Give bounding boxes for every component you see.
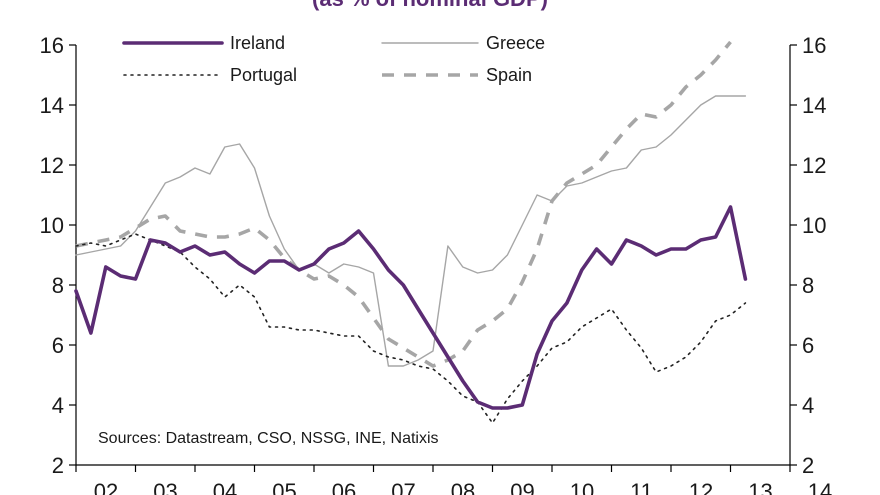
legend-label-greece: Greece <box>486 33 545 53</box>
y-tick-label-left: 10 <box>40 213 64 238</box>
x-tick-label: 02 <box>94 479 118 495</box>
x-tick-label: 09 <box>510 479 534 495</box>
x-tick-label: 04 <box>213 479 237 495</box>
x-tick-label: 07 <box>391 479 415 495</box>
tick-marks <box>69 44 797 472</box>
x-tick-label: 12 <box>689 479 713 495</box>
y-tick-label-right: 8 <box>802 273 814 298</box>
series-line-greece <box>75 95 747 367</box>
x-tick-label: 10 <box>570 479 594 495</box>
y-tick-label-right: 12 <box>802 153 826 178</box>
y-tick-label-left: 14 <box>40 93 64 118</box>
x-tick-label: 06 <box>332 479 356 495</box>
x-tick-label: 08 <box>451 479 475 495</box>
y-tick-label-right: 10 <box>802 213 826 238</box>
y-tick-label-right: 2 <box>802 453 814 478</box>
x-tick-label: 05 <box>272 479 296 495</box>
x-tick-label: 11 <box>630 479 653 495</box>
x-tick-label: 13 <box>748 479 772 495</box>
legend: Ireland Greece Portugal Spain <box>122 33 545 85</box>
series-line-portugal <box>75 233 747 424</box>
legend-label-portugal: Portugal <box>230 65 297 85</box>
x-tick-labels: 02 03 04 05 06 07 08 09 10 11 12 13 14 <box>94 479 832 495</box>
y-tick-label-right: 16 <box>802 33 826 58</box>
chart-title: (as % of nominal GDP) <box>312 0 548 11</box>
x-tick-label: 14 <box>808 479 832 495</box>
y-tick-label-left: 2 <box>52 453 64 478</box>
legend-label-spain: Spain <box>486 65 532 85</box>
y-tick-label-right: 14 <box>802 93 826 118</box>
series-line-spain <box>75 40 732 368</box>
y-tick-label-left: 16 <box>40 33 64 58</box>
y-tick-label-left: 12 <box>40 153 64 178</box>
y-tick-label-right: 6 <box>802 333 814 358</box>
source-note: Sources: Datastream, CSO, NSSG, INE, Nat… <box>98 430 439 447</box>
left-tick-labels: 2 4 6 8 10 12 14 16 <box>40 33 64 478</box>
series-line-ireland <box>74 205 748 410</box>
legend-label-ireland: Ireland <box>230 33 285 53</box>
x-tick-label: 03 <box>153 479 177 495</box>
y-tick-label-left: 6 <box>52 333 64 358</box>
right-tick-labels: 2 4 6 8 10 12 14 16 <box>802 33 826 478</box>
y-tick-label-left: 4 <box>52 393 64 418</box>
y-tick-label-right: 4 <box>802 393 814 418</box>
y-tick-label-left: 8 <box>52 273 64 298</box>
series-layer <box>74 40 748 424</box>
